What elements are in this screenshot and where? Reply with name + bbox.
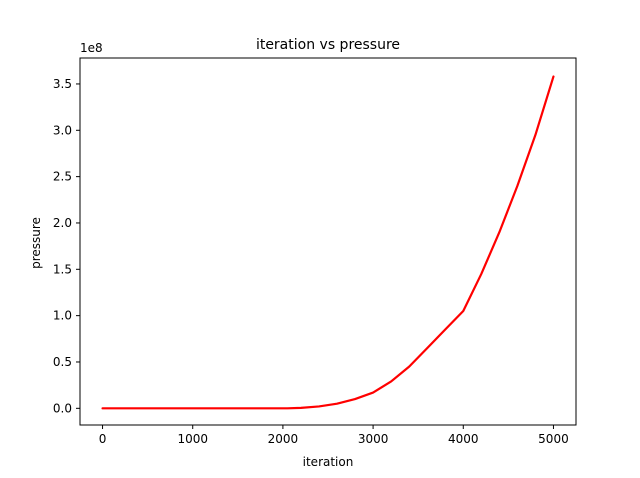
axes-border xyxy=(79,57,577,426)
y-tick-label: 3.5 xyxy=(53,77,72,91)
y-tick-label: 2.0 xyxy=(53,216,72,230)
y-axis-ticks: 0.0 0.5 1.0 1.5 2.0 2.5 3.0 3.5 xyxy=(53,77,80,415)
y-tick-label: 1.0 xyxy=(53,309,72,323)
x-axis-label: iteration xyxy=(303,455,354,469)
x-tick-label: 5000 xyxy=(538,432,569,446)
chart-title: iteration vs pressure xyxy=(256,37,400,53)
x-tick-label: 3000 xyxy=(358,432,389,446)
axes-frame xyxy=(79,57,577,426)
x-tick-label: 4000 xyxy=(448,432,479,446)
y-axis-offset-text: 1e8 xyxy=(80,41,103,55)
series-layer xyxy=(101,75,555,410)
y-tick-label: 1.5 xyxy=(53,262,72,276)
y-tick-label: 2.5 xyxy=(53,170,72,184)
y-tick-label: 3.0 xyxy=(53,123,72,137)
series-line-0 xyxy=(101,75,555,410)
x-tick-label: 0 xyxy=(99,432,107,446)
x-axis-ticks: 0 1000 2000 3000 4000 5000 xyxy=(99,425,569,446)
x-tick-label: 1000 xyxy=(177,432,208,446)
x-tick-label: 2000 xyxy=(268,432,299,446)
y-axis-label: pressure xyxy=(29,217,43,269)
y-tick-label: 0.0 xyxy=(53,401,72,415)
y-tick-label: 0.5 xyxy=(53,355,72,369)
